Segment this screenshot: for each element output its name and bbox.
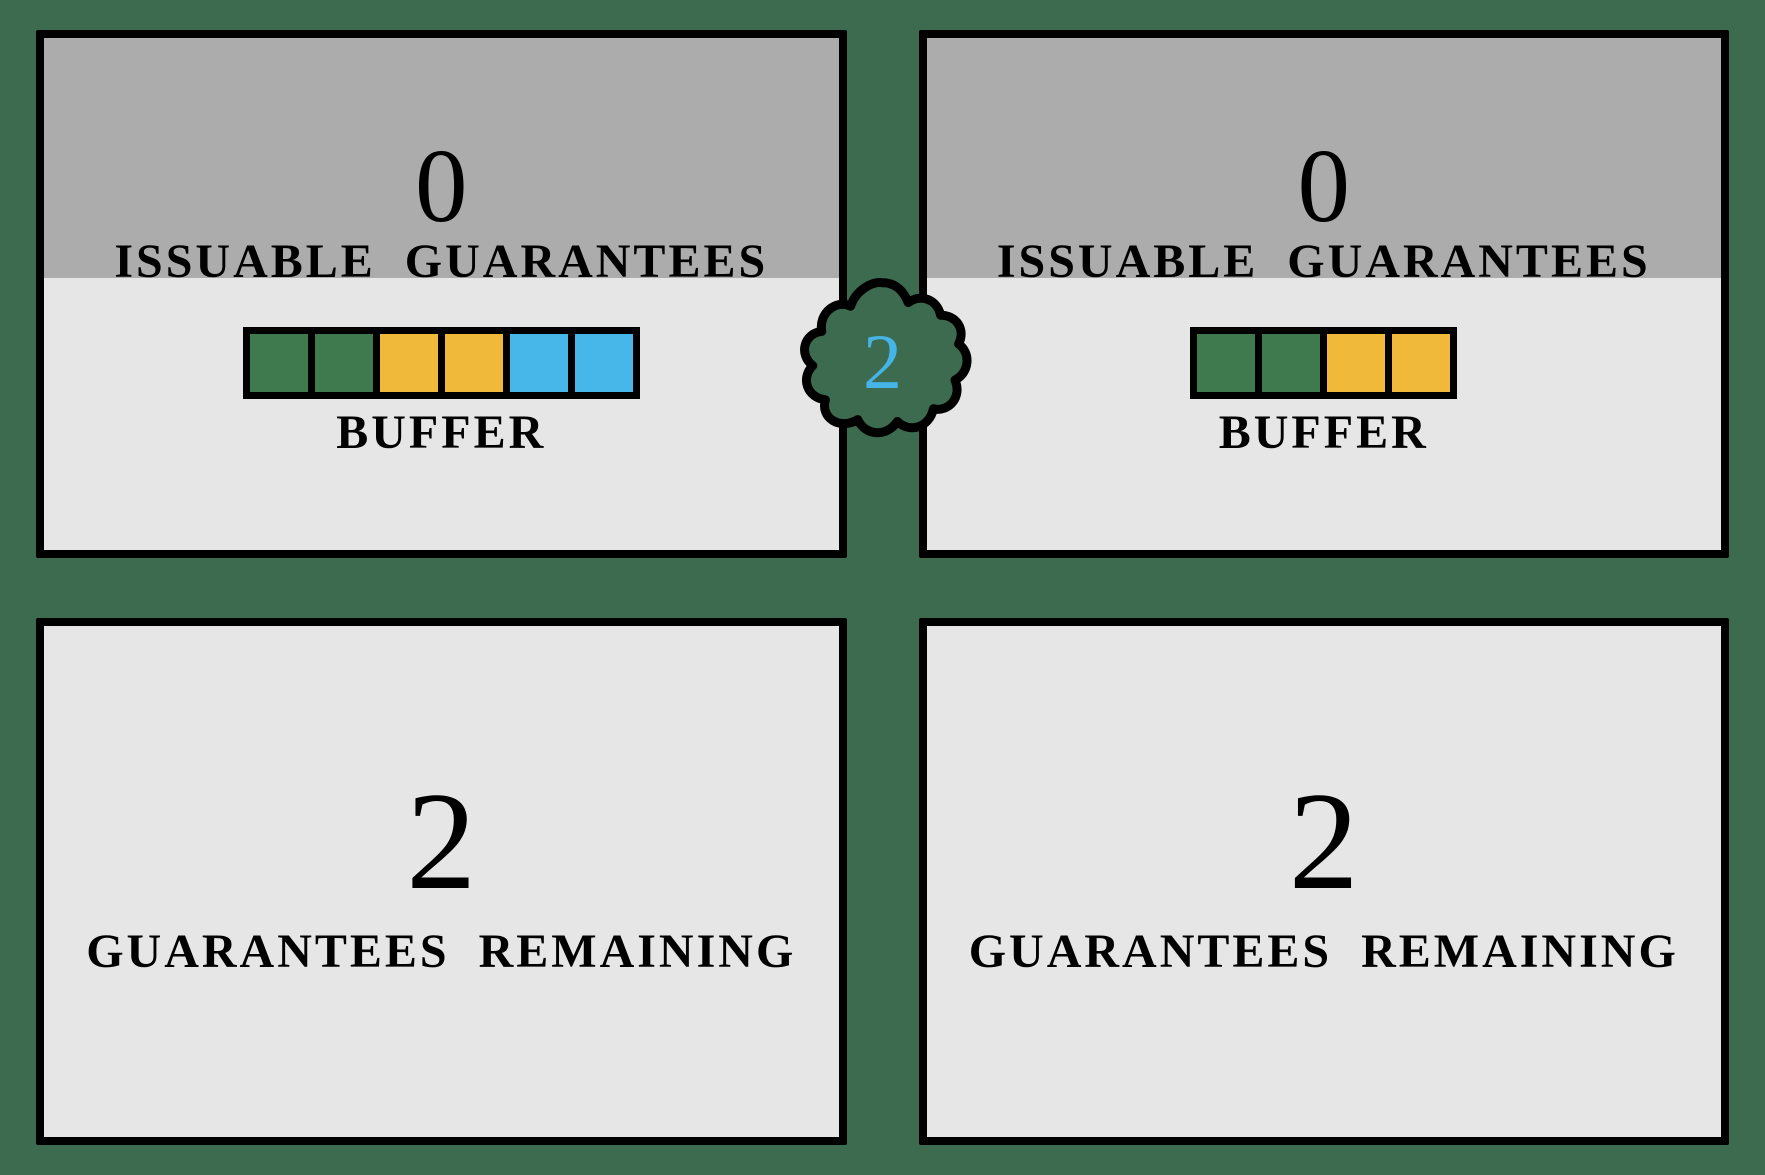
buffer-cell: [1255, 327, 1327, 399]
buffer-cell: [1190, 327, 1262, 399]
remaining-value: 2: [406, 772, 476, 912]
remaining-label: GUARANTEES REMAINING: [86, 924, 796, 979]
remaining-value: 2: [1289, 772, 1359, 912]
cloud-value: 2: [793, 272, 973, 452]
issuable-label: ISSUABLE GUARANTEES: [114, 234, 768, 289]
buffer-cell: [1320, 327, 1392, 399]
center-cloud: 2: [793, 272, 973, 452]
buffer-cell: [373, 327, 445, 399]
panel-top-right: 0 ISSUABLE GUARANTEES BUFFER: [919, 30, 1730, 558]
buffer-cell: [1385, 327, 1457, 399]
buffer-cell: [568, 327, 640, 399]
remaining-label: GUARANTEES REMAINING: [969, 924, 1679, 979]
panel-bottom-left: 2 GUARANTEES REMAINING: [36, 618, 847, 1146]
buffer-row-left: [243, 327, 640, 399]
issuable-label: ISSUABLE GUARANTEES: [997, 234, 1651, 289]
panel-bottom-right: 2 GUARANTEES REMAINING: [919, 618, 1730, 1146]
issuable-value: 0: [1298, 133, 1351, 238]
buffer-cell: [243, 327, 315, 399]
buffer-row-right: [1190, 327, 1457, 399]
panel-grid: 0 ISSUABLE GUARANTEES BUFFER 0 ISSUABLE …: [0, 0, 1765, 1175]
buffer-label: BUFFER: [1219, 405, 1429, 460]
buffer-label: BUFFER: [336, 405, 546, 460]
panel-top-left: 0 ISSUABLE GUARANTEES BUFFER: [36, 30, 847, 558]
buffer-cell: [438, 327, 510, 399]
buffer-cell: [308, 327, 380, 399]
issuable-value: 0: [415, 133, 468, 238]
buffer-cell: [503, 327, 575, 399]
